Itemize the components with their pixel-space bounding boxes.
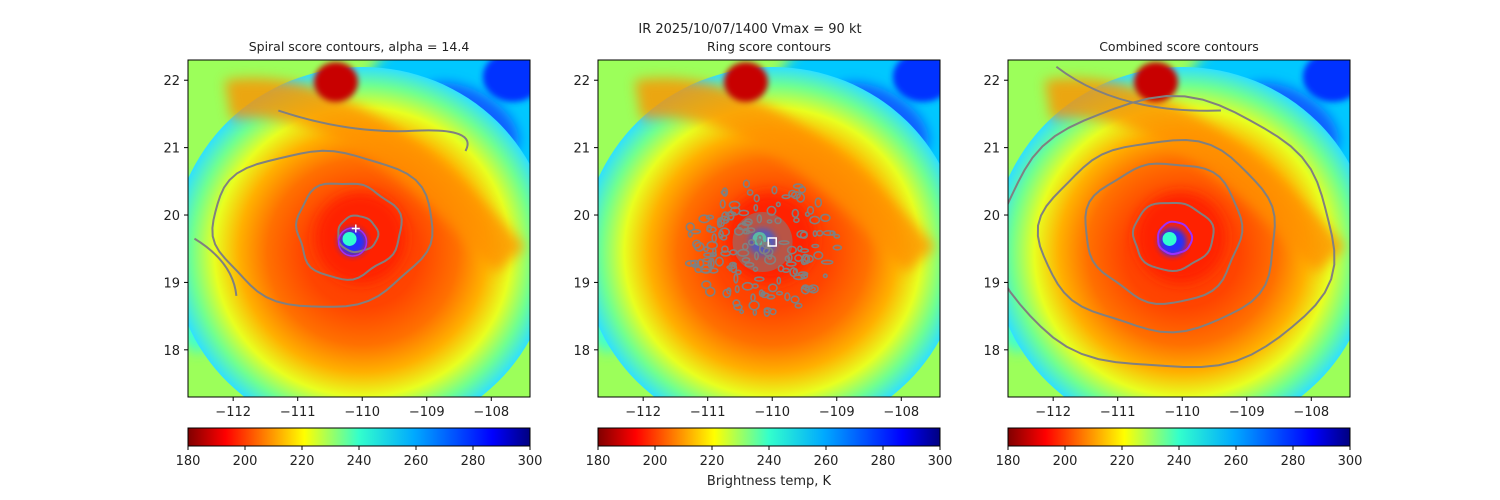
- colorbar-tick-label: 220: [290, 454, 315, 469]
- panel-title: Ring score contours: [707, 39, 831, 54]
- colorbar-tick-label: 280: [461, 454, 486, 469]
- colorbar-tick-label: 220: [700, 454, 725, 469]
- colorbar-tick-label: 300: [928, 454, 953, 469]
- panel-2: Ring score contours −112 −111 −110 −109 −108 1…: [573, 39, 953, 469]
- colorbar-tick-label: 240: [1167, 454, 1192, 469]
- x-tick-label: −108: [1293, 405, 1329, 420]
- y-tick-label: 19: [163, 276, 180, 291]
- contours: [193, 109, 469, 308]
- x-tick-label: −108: [473, 405, 509, 420]
- panel-3: Combined score contours −112 −111 −110 −109 −…: [983, 39, 1363, 469]
- x-tick-label: −111: [690, 405, 726, 420]
- center-marker: [351, 224, 360, 233]
- x-tick-label: −110: [754, 405, 790, 420]
- colorbar-tick-label: 220: [1110, 454, 1135, 469]
- colorbar-tick-label: 240: [757, 454, 782, 469]
- colorbar-tick-label: 180: [586, 454, 611, 469]
- colorbar-tick-label: 260: [1224, 454, 1249, 469]
- colorbar: [597, 427, 941, 447]
- figure-title: IR 2025/10/07/1400 Vmax = 90 kt: [638, 22, 862, 37]
- colorbar-tick-label: 260: [404, 454, 429, 469]
- y-tick-label: 18: [163, 344, 180, 359]
- x-tick-label: −111: [1100, 405, 1136, 420]
- ir-image: [598, 60, 940, 397]
- y-tick-label: 20: [163, 209, 180, 224]
- x-tick-label: −110: [1164, 405, 1200, 420]
- y-tick-label: 22: [573, 74, 590, 89]
- x-tick-label: −112: [1035, 405, 1071, 420]
- colorbar-tick-label: 280: [1281, 454, 1306, 469]
- colorbar-tick-label: 240: [347, 454, 372, 469]
- y-tick-label: 21: [573, 142, 590, 157]
- y-tick-label: 19: [983, 276, 1000, 291]
- colorbar: [187, 427, 531, 447]
- ir-image: [1008, 60, 1350, 397]
- y-tick-label: 22: [983, 74, 1000, 89]
- x-tick-label: −109: [1229, 405, 1265, 420]
- colorbar-tick-label: 280: [871, 454, 896, 469]
- y-tick-label: 18: [573, 344, 590, 359]
- y-tick-label: 22: [163, 74, 180, 89]
- colorbar-tick-label: 200: [1053, 454, 1078, 469]
- colorbar-tick-label: 300: [518, 454, 543, 469]
- colorbar-tick-label: 260: [814, 454, 839, 469]
- plot-frame: [187, 59, 531, 398]
- colorbar-tick-label: 200: [643, 454, 668, 469]
- panel-1: Spiral score contours, alpha = 14.4 −112 −…: [163, 39, 543, 469]
- x-tick-label: −108: [883, 405, 919, 420]
- colorbar-tick-label: 180: [176, 454, 201, 469]
- x-tick-label: −111: [280, 405, 316, 420]
- x-tick-label: −109: [409, 405, 445, 420]
- x-tick-label: −112: [625, 405, 661, 420]
- colorbar: [1007, 427, 1351, 447]
- y-tick-label: 21: [983, 142, 1000, 157]
- colorbar-tick-label: 300: [1338, 454, 1363, 469]
- panel-title: Combined score contours: [1099, 39, 1259, 54]
- x-tick-label: −112: [215, 405, 251, 420]
- y-tick-label: 21: [163, 142, 180, 157]
- x-tick-label: −109: [819, 405, 855, 420]
- ir-image: [188, 60, 530, 397]
- colorbar-tick-label: 180: [996, 454, 1021, 469]
- colorbar-label: Brightness temp, K: [707, 474, 832, 489]
- x-tick-label: −110: [344, 405, 380, 420]
- y-tick-label: 20: [573, 209, 590, 224]
- plot-frame: [1007, 59, 1351, 398]
- center-marker: [767, 237, 777, 247]
- plot-frame: [597, 59, 941, 398]
- y-tick-label: 20: [983, 209, 1000, 224]
- y-tick-label: 19: [573, 276, 590, 291]
- panel-title: Spiral score contours, alpha = 14.4: [249, 39, 470, 54]
- colorbar-tick-label: 200: [233, 454, 258, 469]
- contours: [1008, 65, 1336, 368]
- y-tick-label: 18: [983, 344, 1000, 359]
